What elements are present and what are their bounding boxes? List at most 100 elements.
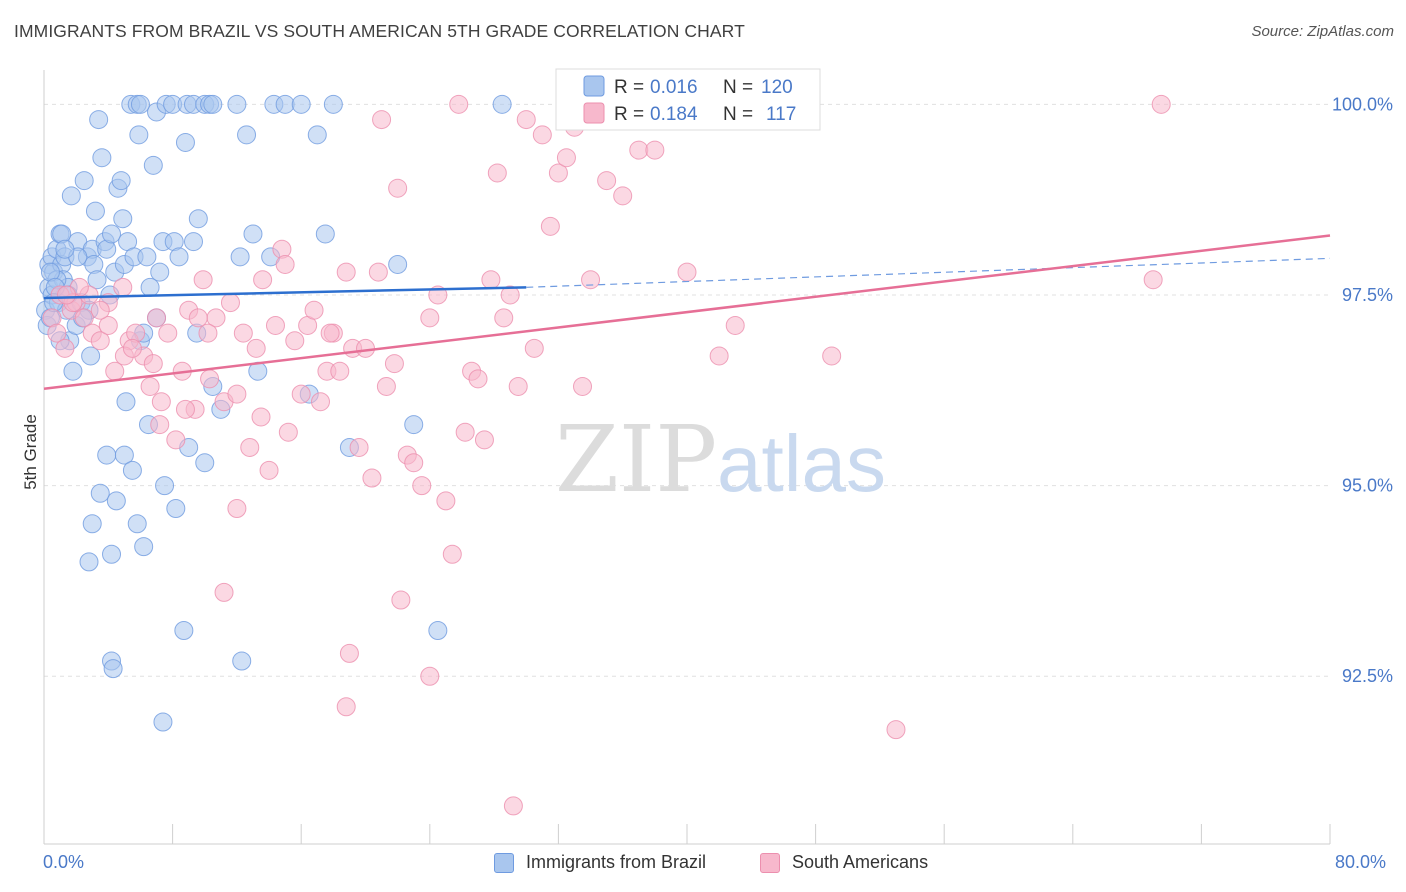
point-south-americans xyxy=(556,148,576,168)
point-south-americans xyxy=(246,338,266,358)
point-brazil xyxy=(175,132,195,152)
point-south-americans xyxy=(151,392,171,412)
legend-swatch-brazil xyxy=(494,852,514,873)
point-south-americans xyxy=(310,392,330,412)
r-value-blue: 0.016 xyxy=(650,77,698,98)
watermark-atlas: atlas xyxy=(717,419,886,508)
point-brazil xyxy=(85,201,105,221)
point-brazil xyxy=(307,125,327,145)
point-brazil xyxy=(232,651,252,671)
point-south-americans xyxy=(540,216,560,236)
point-south-americans xyxy=(304,300,324,320)
series-south-americans-points xyxy=(42,94,1171,816)
point-south-americans xyxy=(677,262,697,282)
point-south-americans xyxy=(320,323,340,343)
point-south-americans xyxy=(150,415,170,435)
point-south-americans xyxy=(573,376,593,396)
n-value-pink: 117 xyxy=(766,104,796,125)
point-south-americans xyxy=(198,323,218,343)
point-south-americans xyxy=(275,254,295,274)
y-tick-label: 100.0% xyxy=(1332,94,1393,114)
point-south-americans xyxy=(147,308,167,328)
trend-line-brazil xyxy=(43,286,527,300)
point-south-americans xyxy=(481,270,501,290)
point-south-americans xyxy=(90,331,110,351)
legend-swatch-south-americans xyxy=(760,852,780,873)
point-brazil xyxy=(183,232,203,252)
axes xyxy=(43,70,1331,845)
point-south-americans xyxy=(436,491,456,511)
point-brazil xyxy=(114,445,134,465)
point-south-americans xyxy=(166,430,186,450)
point-brazil xyxy=(143,155,163,175)
point-brazil xyxy=(63,361,83,381)
point-south-americans xyxy=(220,293,240,313)
point-south-americans xyxy=(188,308,208,328)
point-south-americans xyxy=(90,300,110,320)
point-south-americans xyxy=(227,498,247,518)
point-south-americans xyxy=(455,422,475,442)
y-tick-label: 97.5% xyxy=(1342,285,1393,305)
point-south-americans xyxy=(240,437,260,457)
point-brazil xyxy=(130,94,150,114)
y-tick-labels: 100.0% 97.5% 95.0% 92.5% xyxy=(1332,94,1393,686)
point-south-americans xyxy=(516,110,536,130)
point-south-americans xyxy=(503,796,523,816)
point-south-americans xyxy=(200,369,220,389)
point-south-americans xyxy=(449,94,469,114)
x-tick-label-max: 80.0% xyxy=(1335,852,1387,872)
point-south-americans xyxy=(548,163,568,183)
point-brazil xyxy=(116,392,136,412)
point-south-americans xyxy=(629,140,649,160)
point-south-americans xyxy=(227,384,247,404)
point-brazil xyxy=(111,171,131,191)
point-brazil xyxy=(102,544,122,564)
point-brazil xyxy=(492,94,512,114)
point-south-americans xyxy=(368,262,388,282)
point-brazil xyxy=(166,498,186,518)
y-tick-label: 92.5% xyxy=(1342,666,1393,686)
legend-item-south-americans: South Americans xyxy=(760,852,928,873)
point-brazil xyxy=(195,453,215,473)
point-south-americans xyxy=(524,338,544,358)
point-south-americans xyxy=(175,399,195,419)
stats-legend: R = 0.016 N = 120 R = 0.184 N = 117 xyxy=(555,68,821,131)
point-south-americans xyxy=(613,186,633,206)
point-south-americans xyxy=(74,308,94,328)
point-south-americans xyxy=(47,323,67,343)
trend-lines xyxy=(43,234,1331,390)
point-south-americans xyxy=(388,178,408,198)
point-south-americans xyxy=(193,270,213,290)
point-brazil xyxy=(79,552,99,572)
point-south-americans xyxy=(1151,94,1171,114)
legend-label-brazil: Immigrants from Brazil xyxy=(526,852,707,872)
point-south-americans xyxy=(420,666,440,686)
point-south-americans xyxy=(259,460,279,480)
trend-line-south-americans xyxy=(43,234,1331,390)
point-south-americans xyxy=(597,171,617,191)
point-south-americans xyxy=(98,315,118,335)
point-south-americans xyxy=(253,270,273,290)
point-brazil xyxy=(103,659,123,679)
r-label-pink: R = xyxy=(614,104,644,125)
point-south-americans xyxy=(143,354,163,374)
point-south-americans xyxy=(725,315,745,335)
point-south-americans xyxy=(412,476,432,496)
point-south-americans xyxy=(336,262,356,282)
point-south-americans xyxy=(822,346,842,366)
point-brazil xyxy=(97,445,117,465)
bottom-legend: Immigrants from Brazil South Americans xyxy=(0,852,1406,878)
point-south-americans xyxy=(285,331,305,351)
n-label-pink: N = xyxy=(723,104,753,125)
point-brazil xyxy=(404,415,424,435)
point-south-americans xyxy=(645,140,665,160)
point-brazil xyxy=(174,620,194,640)
point-brazil xyxy=(61,186,81,206)
chart-title: IMMIGRANTS FROM BRAZIL VS SOUTH AMERICAN… xyxy=(14,21,745,41)
stats-legend-swatch-pink xyxy=(583,102,605,124)
legend-label-south-americans: South Americans xyxy=(792,852,929,872)
r-value-pink: 0.184 xyxy=(650,104,698,125)
point-brazil xyxy=(428,620,448,640)
point-south-americans xyxy=(140,376,160,396)
point-brazil xyxy=(113,209,133,229)
